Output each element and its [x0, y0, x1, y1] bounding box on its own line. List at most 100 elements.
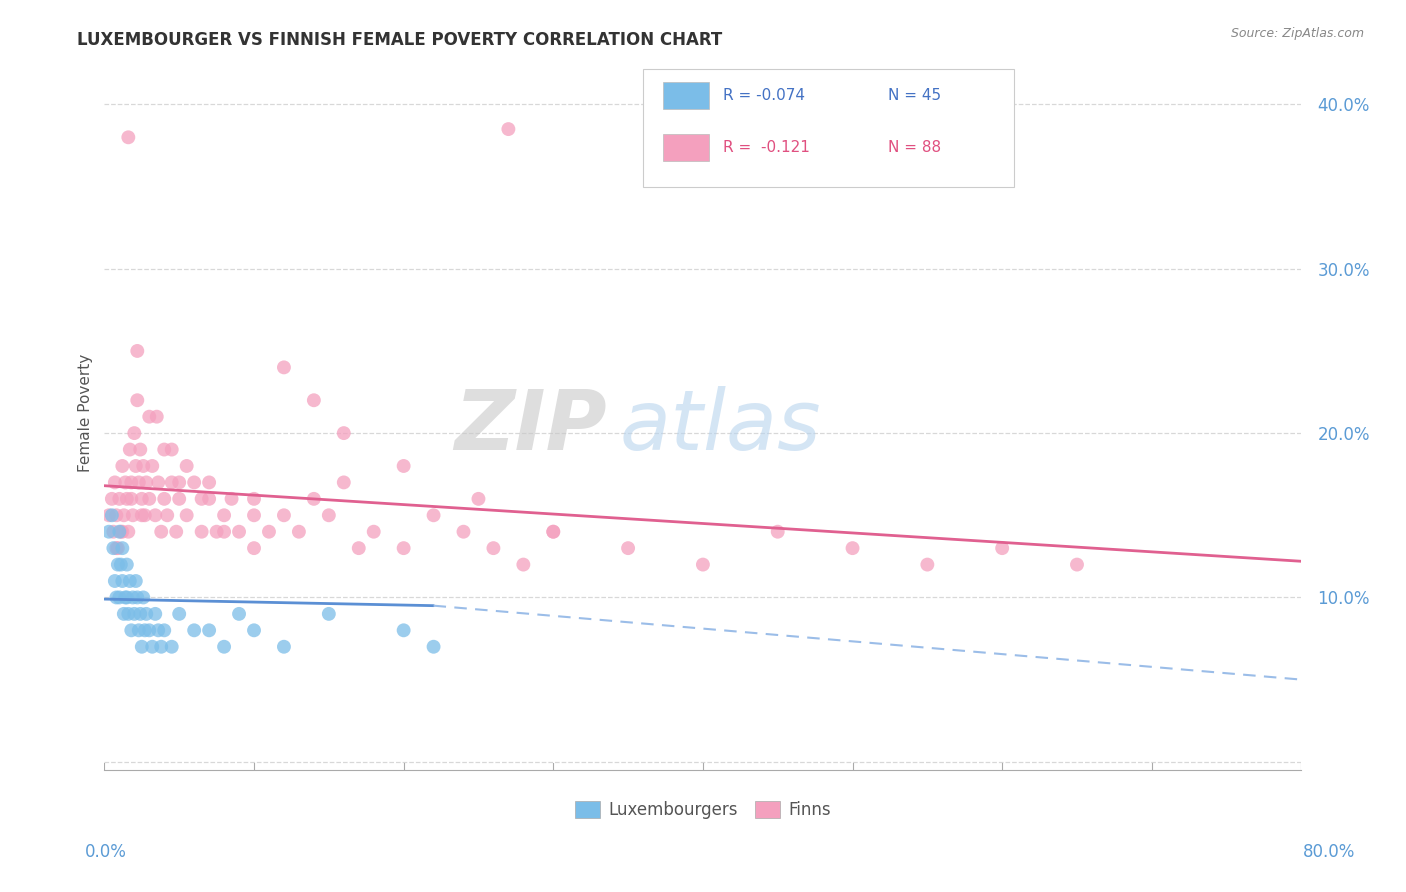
- Point: [134, 624, 156, 638]
- Point: [115, 591, 138, 605]
- Point: [167, 491, 190, 506]
- Point: [498, 122, 520, 136]
- Point: [131, 508, 153, 523]
- Point: [120, 624, 142, 638]
- Point: [273, 508, 295, 523]
- Point: [221, 491, 243, 506]
- Point: [198, 491, 221, 506]
- Point: [212, 508, 235, 523]
- Legend: Luxembourgers, Finns: Luxembourgers, Finns: [568, 795, 838, 826]
- Point: [129, 607, 152, 621]
- Point: [107, 558, 129, 572]
- Point: [131, 491, 153, 506]
- Text: N = 45: N = 45: [889, 88, 942, 103]
- Point: [392, 624, 415, 638]
- Point: [112, 508, 135, 523]
- Point: [128, 475, 150, 490]
- Point: [150, 640, 173, 654]
- Point: [129, 442, 152, 457]
- Point: [121, 508, 143, 523]
- Text: 0.0%: 0.0%: [84, 843, 127, 861]
- Text: LUXEMBOURGER VS FINNISH FEMALE POVERTY CORRELATION CHART: LUXEMBOURGER VS FINNISH FEMALE POVERTY C…: [77, 31, 723, 49]
- Point: [318, 508, 340, 523]
- Point: [692, 558, 714, 572]
- Point: [165, 524, 187, 539]
- Text: atlas: atlas: [619, 386, 821, 467]
- Point: [112, 607, 135, 621]
- Point: [273, 360, 295, 375]
- Point: [190, 524, 212, 539]
- Point: [110, 524, 132, 539]
- Point: [212, 524, 235, 539]
- Point: [273, 640, 295, 654]
- Y-axis label: Female Poverty: Female Poverty: [79, 353, 93, 472]
- Point: [318, 607, 340, 621]
- Point: [127, 343, 149, 358]
- Point: [176, 458, 198, 473]
- Point: [228, 524, 250, 539]
- Point: [115, 558, 138, 572]
- Point: [104, 574, 127, 588]
- Point: [205, 524, 228, 539]
- Text: Source: ZipAtlas.com: Source: ZipAtlas.com: [1230, 27, 1364, 40]
- Point: [156, 508, 179, 523]
- Point: [512, 558, 534, 572]
- Point: [243, 624, 266, 638]
- Point: [127, 393, 149, 408]
- Point: [124, 607, 146, 621]
- Point: [111, 458, 134, 473]
- Point: [117, 524, 139, 539]
- Point: [138, 491, 160, 506]
- Point: [141, 640, 163, 654]
- Point: [257, 524, 280, 539]
- Point: [543, 524, 565, 539]
- Text: N = 88: N = 88: [889, 140, 942, 155]
- Point: [153, 624, 176, 638]
- Point: [108, 524, 131, 539]
- Point: [183, 475, 205, 490]
- Point: [132, 591, 155, 605]
- Point: [167, 607, 190, 621]
- Point: [153, 442, 176, 457]
- Point: [101, 491, 124, 506]
- Point: [135, 475, 157, 490]
- Point: [143, 508, 166, 523]
- Point: [105, 508, 128, 523]
- Point: [118, 442, 141, 457]
- Point: [453, 524, 475, 539]
- Point: [103, 541, 125, 556]
- Point: [120, 491, 142, 506]
- Point: [617, 541, 640, 556]
- Point: [128, 624, 150, 638]
- Point: [243, 541, 266, 556]
- Text: ZIP: ZIP: [454, 386, 607, 467]
- Point: [132, 458, 155, 473]
- Point: [198, 475, 221, 490]
- Point: [117, 130, 139, 145]
- Point: [363, 524, 385, 539]
- Point: [111, 524, 134, 539]
- Point: [183, 624, 205, 638]
- Point: [120, 475, 142, 490]
- Point: [101, 508, 124, 523]
- Point: [108, 491, 131, 506]
- Point: [392, 458, 415, 473]
- Point: [190, 491, 212, 506]
- Point: [160, 475, 183, 490]
- Point: [991, 541, 1014, 556]
- Point: [104, 475, 127, 490]
- Point: [148, 475, 170, 490]
- FancyBboxPatch shape: [643, 70, 1014, 187]
- Point: [198, 624, 221, 638]
- Point: [160, 640, 183, 654]
- Point: [150, 524, 173, 539]
- Point: [121, 591, 143, 605]
- Point: [243, 491, 266, 506]
- Point: [145, 409, 167, 424]
- Point: [135, 607, 157, 621]
- Point: [118, 574, 141, 588]
- Point: [110, 558, 132, 572]
- Point: [302, 491, 325, 506]
- Point: [143, 607, 166, 621]
- Point: [131, 640, 153, 654]
